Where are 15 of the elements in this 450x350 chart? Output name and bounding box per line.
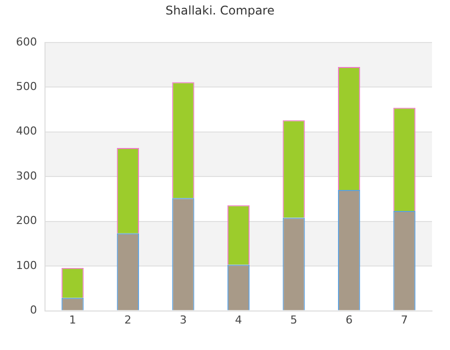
x-tick-label: 3 [180, 313, 187, 326]
y-tick-label: 0 [30, 304, 37, 317]
y-tick-label: 100 [16, 258, 37, 272]
y-tick-label: 300 [16, 169, 37, 182]
x-tick-label: 6 [346, 313, 353, 326]
x-tick-label: 5 [290, 313, 298, 326]
x-tick-label: 7 [400, 313, 408, 326]
x-tick-label: 1 [69, 313, 76, 326]
y-tick-label: 400 [16, 124, 37, 138]
y-tick-label: 200 [16, 214, 37, 228]
chart-title: Shallaki. Compare [166, 3, 274, 18]
x-tick-label: 2 [124, 313, 132, 326]
y-tick-label: 600 [16, 35, 37, 48]
y-tick-label: 500 [16, 80, 37, 93]
x-tick-label: 4 [235, 313, 242, 326]
